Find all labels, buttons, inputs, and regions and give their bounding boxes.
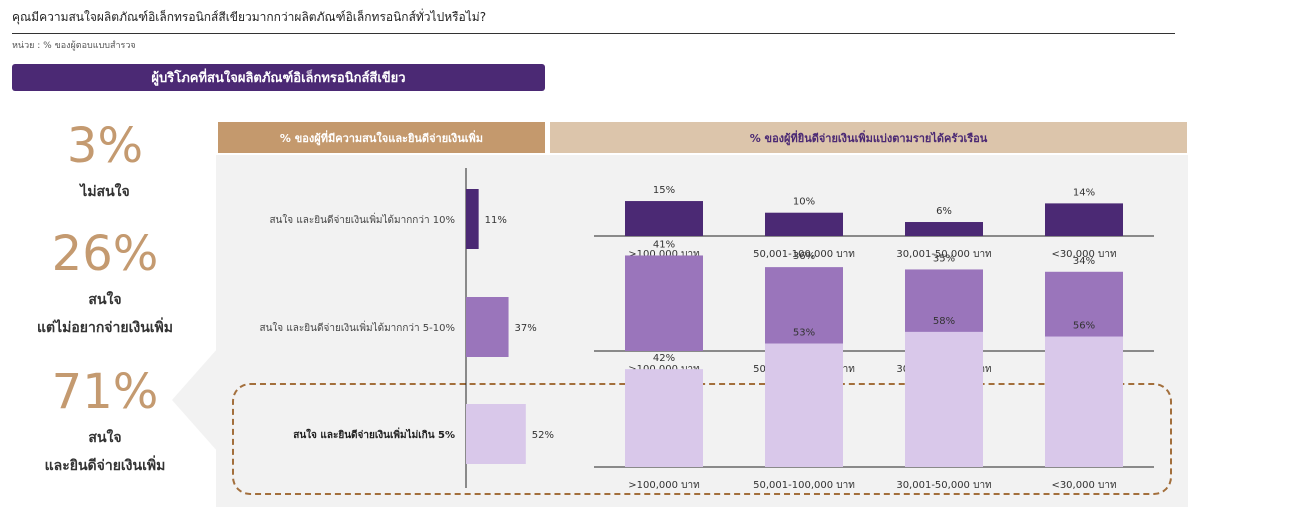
h-bar-category: สนใจ และยินดีจ่ายเงินเพิ่มไม่เกิน 5% <box>293 427 455 441</box>
v-bar-value: 10% <box>793 197 815 208</box>
h-bar <box>466 404 526 464</box>
h-bar-category: สนใจ และยินดีจ่ายเงินเพิ่มได้มากกว่า 5-1… <box>259 320 455 334</box>
question-title: คุณมีความสนใจผลิตภัณฑ์อิเล็กทรอนิกส์สีเข… <box>12 10 487 24</box>
v-bar-value: 53% <box>793 328 815 339</box>
v-bar-value: 42% <box>653 353 675 364</box>
v-tick-label: >100,000 บาท <box>628 480 699 491</box>
summary-label-2: และยินดีจ่ายเงินเพิ่ม <box>44 458 166 474</box>
h-bar-value: 52% <box>532 430 554 441</box>
v-tick-label: <30,000 บาท <box>1051 480 1116 491</box>
summary-label: สนใจ <box>88 292 122 308</box>
summary-value: 71% <box>51 364 159 420</box>
v-bar <box>765 343 843 467</box>
h-bar <box>466 297 509 357</box>
v-bar-value: 58% <box>933 316 955 327</box>
h-bar-value: 11% <box>485 215 507 226</box>
summary-not-interested: 3% ไม่สนใจ <box>0 122 210 206</box>
v-bar-value: 56% <box>1073 321 1095 332</box>
summary-value: 3% <box>66 118 144 174</box>
v-bar <box>625 255 703 351</box>
v-tick-label: <30,000 บาท <box>1051 249 1116 260</box>
v-bar <box>1045 203 1123 236</box>
header-right-label: % ของผู้ที่ยินดีจ่ายเงินเพิ่มแบ่งตามรายไ… <box>749 131 988 145</box>
h-bar <box>466 189 479 249</box>
v-tick-label: 30,001-50,000 บาท <box>896 249 991 260</box>
title-rule <box>12 33 1175 34</box>
v-bar <box>905 222 983 236</box>
v-bar <box>625 201 703 236</box>
v-tick-label: 50,001-100,000 บาท <box>753 249 855 260</box>
v-bar-value: 34% <box>1073 256 1095 267</box>
v-bar-value: 6% <box>936 206 952 217</box>
summary-interested-no-pay: 26% สนใจ แต่ไม่อยากจ่ายเงินเพิ่ม <box>0 230 210 342</box>
v-tick-label: 30,001-50,000 บาท <box>896 480 991 491</box>
summary-label: สนใจ <box>88 430 122 446</box>
header-left-label: % ของผู้ที่มีความสนใจและยินดีจ่ายเงินเพิ… <box>279 131 484 145</box>
unit-note: หน่วย : % ของผู้ตอบแบบสำรวจ <box>12 41 136 51</box>
h-bar-category: สนใจ และยินดีจ่ายเงินเพิ่มได้มากกว่า 10% <box>269 212 455 226</box>
section-banner-label: ผู้บริโภคที่สนใจผลิตภัณฑ์อิเล็กทรอนิกส์ส… <box>151 71 406 86</box>
summary-interested-pay: 71% สนใจ และยินดีจ่ายเงินเพิ่ม <box>0 368 210 480</box>
v-bar <box>1045 336 1123 467</box>
v-bar-value: 14% <box>1073 187 1095 198</box>
header-willing-to-pay: % ของผู้ที่มีความสนใจและยินดีจ่ายเงินเพิ… <box>218 122 545 153</box>
v-bar-value: 35% <box>933 253 955 264</box>
summary-label-2: แต่ไม่อยากจ่ายเงินเพิ่ม <box>36 320 174 336</box>
header-by-income: % ของผู้ที่ยินดีจ่ายเงินเพิ่มแบ่งตามรายไ… <box>550 122 1187 153</box>
summary-label: ไม่สนใจ <box>80 184 130 200</box>
h-bar-value: 37% <box>515 323 537 334</box>
v-bar <box>905 331 983 467</box>
v-tick-label: 50,001-100,000 บาท <box>753 480 855 491</box>
summary-column: 3% ไม่สนใจ 26% สนใจ แต่ไม่อยากจ่ายเงินเพ… <box>0 0 210 521</box>
v-bar <box>765 267 843 351</box>
section-banner: ผู้บริโภคที่สนใจผลิตภัณฑ์อิเล็กทรอนิกส์ส… <box>12 64 545 91</box>
summary-value: 26% <box>51 226 159 282</box>
panel-pointer <box>172 348 218 452</box>
v-bar <box>625 369 703 467</box>
v-bar-value: 15% <box>653 185 675 196</box>
v-bar <box>765 212 843 236</box>
v-tick-label: >100,000 บาท <box>628 249 699 260</box>
v-bar-value: 41% <box>653 239 675 250</box>
v-bar-value: 36% <box>793 251 815 262</box>
